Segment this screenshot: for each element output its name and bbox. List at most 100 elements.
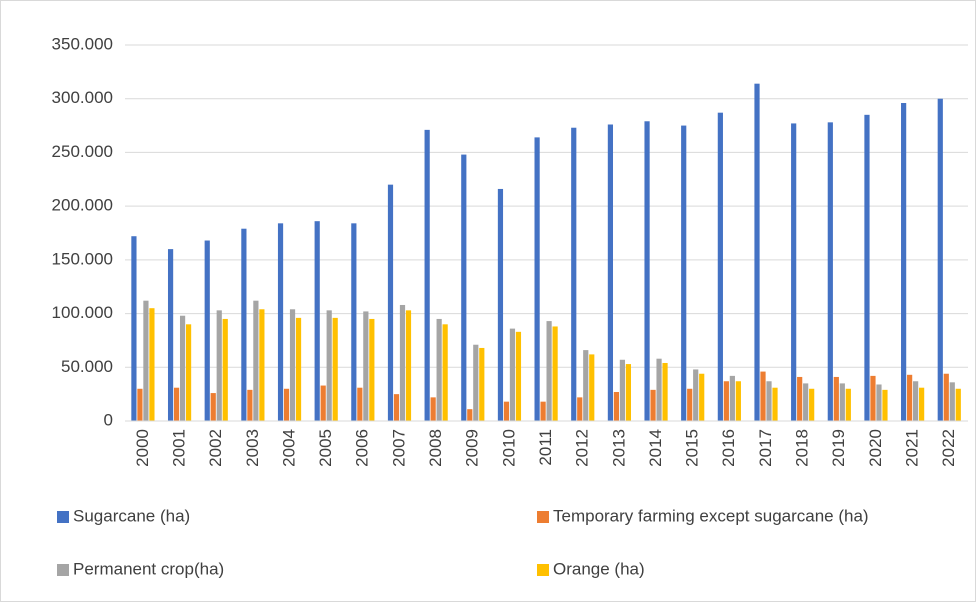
bar [864, 114, 870, 421]
bar [467, 409, 473, 421]
y-tick-label: 0 [104, 410, 113, 429]
bar [644, 121, 650, 421]
bar [216, 310, 222, 421]
x-tick-label: 2020 [866, 429, 885, 467]
bar [937, 98, 943, 421]
bar [876, 384, 882, 421]
bar [882, 389, 888, 421]
bar [613, 391, 620, 421]
legend-label: Orange (ha) [553, 559, 645, 578]
bar [295, 317, 302, 421]
bar [204, 240, 210, 421]
bar [283, 388, 290, 421]
bar [619, 359, 626, 421]
bar [754, 83, 760, 421]
x-tick-label: 2009 [463, 429, 482, 467]
bar [870, 375, 876, 421]
y-tick-label: 200.000 [52, 196, 113, 215]
bar [907, 374, 913, 421]
bar [497, 188, 504, 421]
bar [650, 389, 656, 421]
bar [955, 388, 961, 421]
bar [699, 373, 705, 421]
bar [772, 387, 778, 421]
x-tick-label: 2015 [683, 429, 702, 467]
x-tick-label: 2022 [939, 429, 958, 467]
x-tick-label: 2021 [903, 429, 922, 467]
bar [681, 125, 687, 422]
bar [589, 354, 595, 421]
bar [760, 371, 766, 421]
bar [363, 311, 369, 421]
bar [577, 397, 583, 421]
bar [809, 388, 815, 421]
bar [515, 331, 522, 421]
x-tick-label: 2016 [719, 429, 738, 467]
bar [430, 397, 436, 421]
bar [332, 317, 338, 421]
bar [583, 350, 589, 421]
bar [369, 318, 375, 421]
bar [399, 304, 406, 421]
bar [913, 381, 919, 421]
x-tick-label: 2002 [206, 429, 225, 467]
y-tick-label: 300.000 [52, 88, 113, 107]
x-tick-label: 2001 [169, 429, 188, 467]
bar [540, 401, 546, 421]
legend-label: Temporary farming except sugarcane (ha) [553, 506, 869, 525]
bar [949, 382, 955, 421]
bar [436, 318, 442, 421]
bar [241, 228, 247, 421]
bar [173, 387, 180, 421]
bar [791, 123, 797, 422]
bar [405, 310, 412, 421]
bar [131, 236, 137, 421]
bar [222, 318, 228, 421]
bar [723, 381, 729, 421]
x-tick-label: 2010 [499, 429, 518, 467]
bar [833, 376, 839, 421]
bar [607, 124, 614, 422]
x-tick-label: 2007 [389, 429, 408, 467]
bar [424, 129, 430, 421]
x-tick-label: 2017 [756, 429, 775, 467]
bar [571, 127, 577, 421]
y-tick-label: 100.000 [52, 303, 113, 322]
bar [803, 383, 809, 421]
x-tick-label: 2004 [279, 429, 298, 467]
bar [442, 324, 448, 421]
bar [351, 223, 357, 421]
bar [729, 375, 735, 421]
bar [839, 383, 845, 421]
bar [943, 373, 949, 421]
x-tick-label: 2011 [536, 429, 555, 466]
bar [845, 388, 851, 421]
bar [797, 376, 803, 421]
bar [662, 362, 668, 421]
bar [393, 394, 400, 421]
bar [473, 344, 479, 421]
bar [387, 184, 394, 421]
x-tick-label: 2000 [133, 429, 152, 467]
bar [766, 381, 772, 421]
bar [479, 347, 485, 421]
y-tick-label: 350.000 [52, 34, 113, 53]
bar [210, 393, 216, 421]
y-tick-label: 150.000 [52, 249, 113, 268]
legend-label: Sugarcane (ha) [73, 506, 190, 525]
bar [259, 309, 265, 421]
y-tick-label: 50.000 [61, 357, 113, 376]
legend-label: Permanent crop(ha) [73, 559, 224, 578]
bar [735, 381, 741, 421]
x-tick-label: 2003 [243, 429, 262, 467]
bar [901, 103, 907, 422]
bar [503, 401, 510, 421]
bar [546, 321, 552, 421]
x-tick-label: 2014 [646, 429, 665, 467]
bar [289, 309, 296, 421]
bar [656, 358, 662, 421]
x-tick-label: 2005 [316, 429, 335, 467]
bar [625, 364, 632, 421]
bar [253, 300, 259, 421]
